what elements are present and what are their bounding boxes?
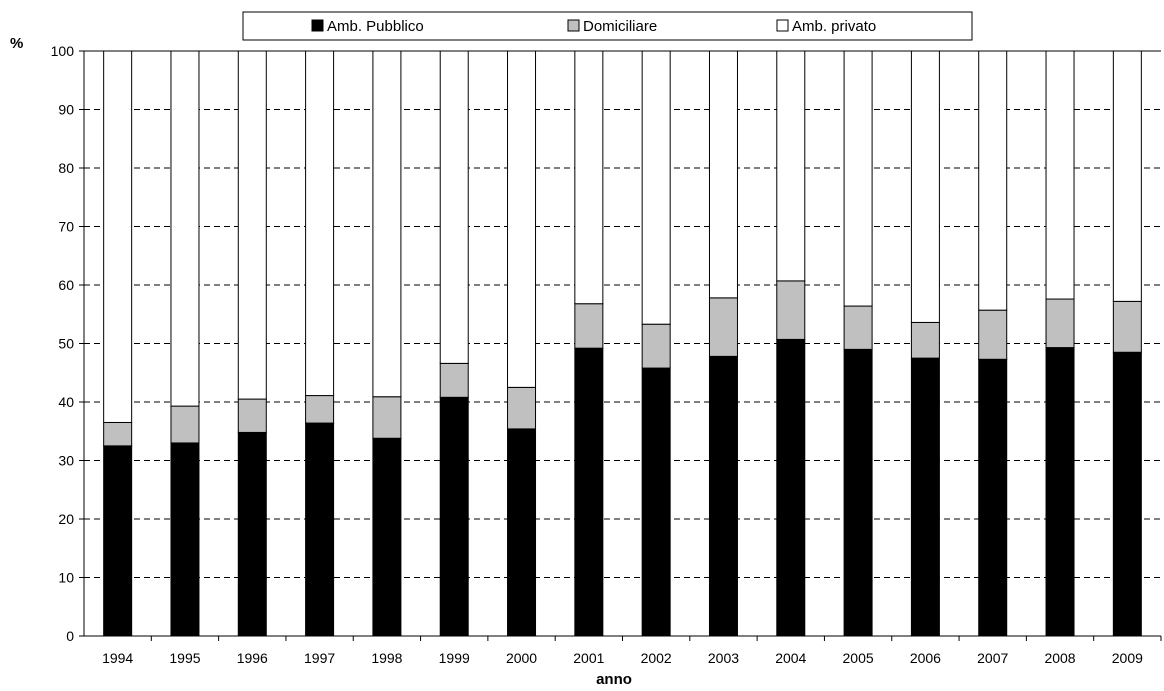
bar-amb-privato-1997 xyxy=(305,50,335,397)
bar-amb-pubblico-2000 xyxy=(507,428,537,637)
bar-amb-pubblico-1997 xyxy=(305,422,335,637)
x-tick-label: 2004 xyxy=(775,650,806,666)
bar-amb-pubblico-1995 xyxy=(170,442,200,637)
bar-domiciliare-1996 xyxy=(237,398,267,433)
bar-amb-privato-1999 xyxy=(439,50,469,364)
x-tick-label: 2001 xyxy=(573,650,604,666)
bars xyxy=(103,50,1142,637)
bar-amb-privato-2003 xyxy=(708,50,738,299)
axes: 0 10 20 30 40 50 60 70 80 90 100 1994 1995 1996 1997 19… xyxy=(51,43,1162,666)
bar-amb-pubblico-2005 xyxy=(843,348,873,637)
bar-amb-privato-1998 xyxy=(372,50,402,398)
x-tick-label: 2000 xyxy=(506,650,537,666)
bar-amb-privato-2007 xyxy=(978,50,1008,311)
x-tick-label: 1997 xyxy=(304,650,335,666)
bar-amb-privato-2006 xyxy=(910,50,940,323)
bar-domiciliare-2007 xyxy=(978,309,1008,360)
bar-amb-privato-2005 xyxy=(843,50,873,307)
bar-domiciliare-1994 xyxy=(103,421,133,447)
x-tick-label: 1999 xyxy=(439,650,470,666)
y-tick-label: 40 xyxy=(58,394,74,410)
x-tick-label: 1996 xyxy=(237,650,268,666)
bar-amb-pubblico-2004 xyxy=(776,338,806,637)
legend-box xyxy=(242,11,973,41)
legend-label: Amb. privato xyxy=(792,18,876,35)
bar-domiciliare-1995 xyxy=(170,405,200,444)
bar-amb-pubblico-1994 xyxy=(103,445,133,637)
y-tick-label: 30 xyxy=(58,453,74,469)
bar-domiciliare-2000 xyxy=(507,386,537,430)
legend-swatch xyxy=(567,19,580,32)
bar-amb-pubblico-2006 xyxy=(910,357,940,637)
x-tick-label: 2003 xyxy=(708,650,739,666)
legend-swatch xyxy=(311,19,324,32)
x-tick-label: 2006 xyxy=(910,650,941,666)
bar-amb-pubblico-1999 xyxy=(439,396,469,637)
y-tick-label: 10 xyxy=(58,570,74,586)
bar-amb-pubblico-2009 xyxy=(1112,351,1142,637)
bar-amb-privato-2009 xyxy=(1112,50,1142,302)
legend-label: Amb. Pubblico xyxy=(327,18,424,35)
bar-amb-pubblico-1996 xyxy=(237,431,267,637)
bar-domiciliare-2008 xyxy=(1045,298,1075,349)
bar-amb-privato-1996 xyxy=(237,50,267,400)
y-tick-label: 60 xyxy=(58,277,74,293)
y-tick-label: 90 xyxy=(58,102,74,118)
bar-amb-pubblico-2003 xyxy=(708,355,738,637)
bar-domiciliare-1998 xyxy=(372,396,402,439)
x-tick-label: 2008 xyxy=(1044,650,1075,666)
bar-domiciliare-2009 xyxy=(1112,300,1142,353)
bar-domiciliare-2002 xyxy=(641,323,671,369)
bar-amb-privato-2002 xyxy=(641,50,671,325)
bar-amb-privato-2001 xyxy=(574,50,604,305)
x-tick-label: 2009 xyxy=(1112,650,1143,666)
x-axis-label: anno xyxy=(596,671,632,686)
x-tick-label: 1998 xyxy=(371,650,402,666)
x-tick-label: 1994 xyxy=(102,650,133,666)
bar-amb-privato-1994 xyxy=(103,50,133,423)
bar-domiciliare-1997 xyxy=(305,395,335,424)
bar-amb-pubblico-2001 xyxy=(574,347,604,637)
bar-domiciliare-2004 xyxy=(776,280,806,340)
y-tick-label: 100 xyxy=(51,43,75,59)
y-tick-label: 50 xyxy=(58,336,74,352)
y-tick-label: 80 xyxy=(58,160,74,176)
legend: Amb. Pubblico Domiciliare Amb. privato xyxy=(242,11,973,41)
x-tick-label: 2007 xyxy=(977,650,1008,666)
y-tick-label: 0 xyxy=(66,628,74,644)
x-tick-label: 2002 xyxy=(641,650,672,666)
y-tick-label: 20 xyxy=(58,511,74,527)
bar-domiciliare-1999 xyxy=(439,362,469,398)
bar-amb-privato-2000 xyxy=(507,50,537,388)
bar-amb-pubblico-2002 xyxy=(641,367,671,637)
bar-amb-pubblico-2008 xyxy=(1045,347,1075,637)
x-tick-label: 2005 xyxy=(843,650,874,666)
bar-amb-privato-2008 xyxy=(1045,50,1075,300)
bar-amb-privato-2004 xyxy=(776,50,806,282)
legend-label: Domiciliare xyxy=(583,18,657,35)
bar-amb-pubblico-1998 xyxy=(372,437,402,637)
y-tick-label: 70 xyxy=(58,219,74,235)
bar-amb-privato-1995 xyxy=(170,50,200,407)
legend-swatch xyxy=(776,19,789,32)
bar-domiciliare-2003 xyxy=(708,297,738,357)
x-tick-label: 1995 xyxy=(169,650,200,666)
bar-domiciliare-2005 xyxy=(843,305,873,350)
bar-domiciliare-2006 xyxy=(910,321,940,359)
bar-domiciliare-2001 xyxy=(574,303,604,349)
y-axis-label: % xyxy=(10,35,23,52)
bar-amb-pubblico-2007 xyxy=(978,358,1008,637)
